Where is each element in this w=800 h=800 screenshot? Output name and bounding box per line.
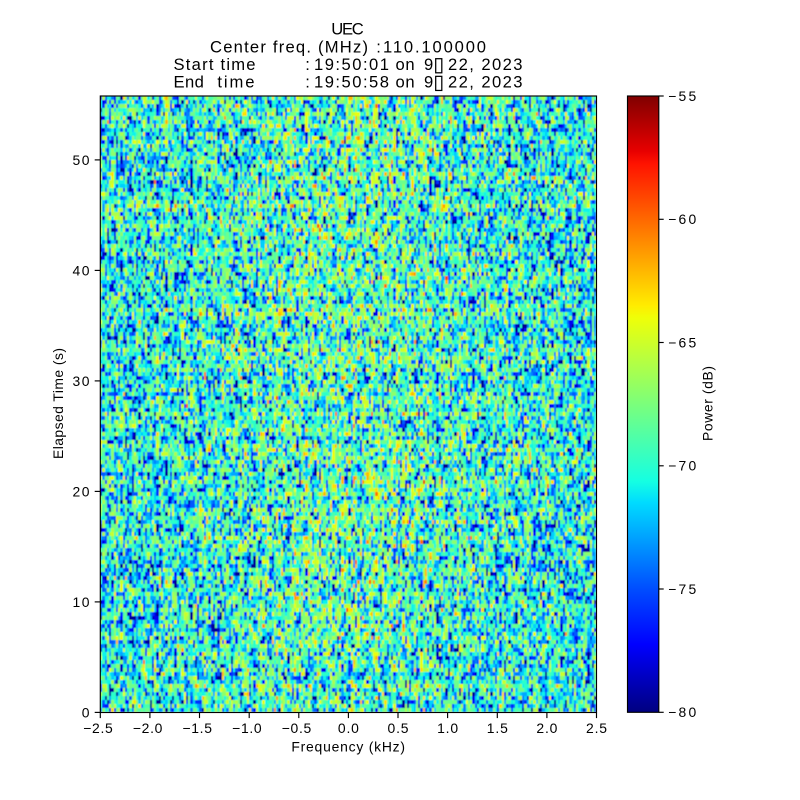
svg-text:20: 20	[73, 483, 90, 499]
svg-text:−55: −55	[668, 88, 696, 104]
svg-text:Center freq. (MHz): Center freq. (MHz)	[210, 37, 368, 56]
svg-text:on: on	[396, 55, 415, 74]
svg-text:40: 40	[73, 262, 90, 278]
svg-text:50: 50	[73, 152, 90, 168]
svg-text:2.0: 2.0	[536, 720, 557, 736]
svg-text:−1.0: −1.0	[232, 720, 262, 736]
svg-text:9: 9	[424, 73, 433, 92]
svg-text:on: on	[396, 73, 415, 92]
svg-text:−80: −80	[668, 704, 696, 720]
svg-text::: :	[376, 37, 381, 56]
svg-text:9: 9	[424, 55, 433, 74]
svg-text:Frequency (kHz): Frequency (kHz)	[291, 739, 405, 755]
svg-text:−1.5: −1.5	[182, 720, 212, 736]
svg-text:19:50:58: 19:50:58	[314, 73, 389, 92]
svg-text:10: 10	[73, 594, 90, 610]
svg-text:−0.5: −0.5	[282, 720, 312, 736]
svg-text:Elapsed Time (s): Elapsed Time (s)	[50, 348, 66, 459]
svg-text:−75: −75	[668, 581, 696, 597]
svg-text::: :	[305, 73, 310, 92]
svg-text:−65: −65	[668, 334, 696, 350]
svg-text:0.0: 0.0	[338, 720, 359, 736]
svg-text:−70: −70	[668, 458, 696, 474]
svg-text:−2.0: −2.0	[133, 720, 163, 736]
svg-text:30: 30	[73, 373, 90, 389]
svg-text:1.0: 1.0	[437, 720, 458, 736]
svg-text:2.5: 2.5	[586, 720, 607, 736]
svg-text:End: End	[174, 73, 204, 92]
svg-text:−60: −60	[668, 211, 696, 227]
svg-text:110.100000: 110.100000	[383, 37, 486, 56]
svg-text:0.5: 0.5	[388, 720, 409, 736]
svg-text:1.5: 1.5	[487, 720, 508, 736]
svg-text::: :	[305, 55, 310, 74]
svg-text:−2.5: −2.5	[83, 720, 113, 736]
svg-text:19:50:01: 19:50:01	[314, 55, 389, 74]
svg-text:time: time	[217, 73, 254, 92]
svg-text:22, 2023: 22, 2023	[448, 55, 523, 74]
svg-text:Start time: Start time	[174, 55, 256, 74]
svg-text:22, 2023: 22, 2023	[448, 73, 523, 92]
svg-text:Power (dB): Power (dB)	[700, 366, 716, 441]
svg-text:UEC: UEC	[331, 20, 364, 39]
svg-text:0: 0	[82, 704, 90, 720]
